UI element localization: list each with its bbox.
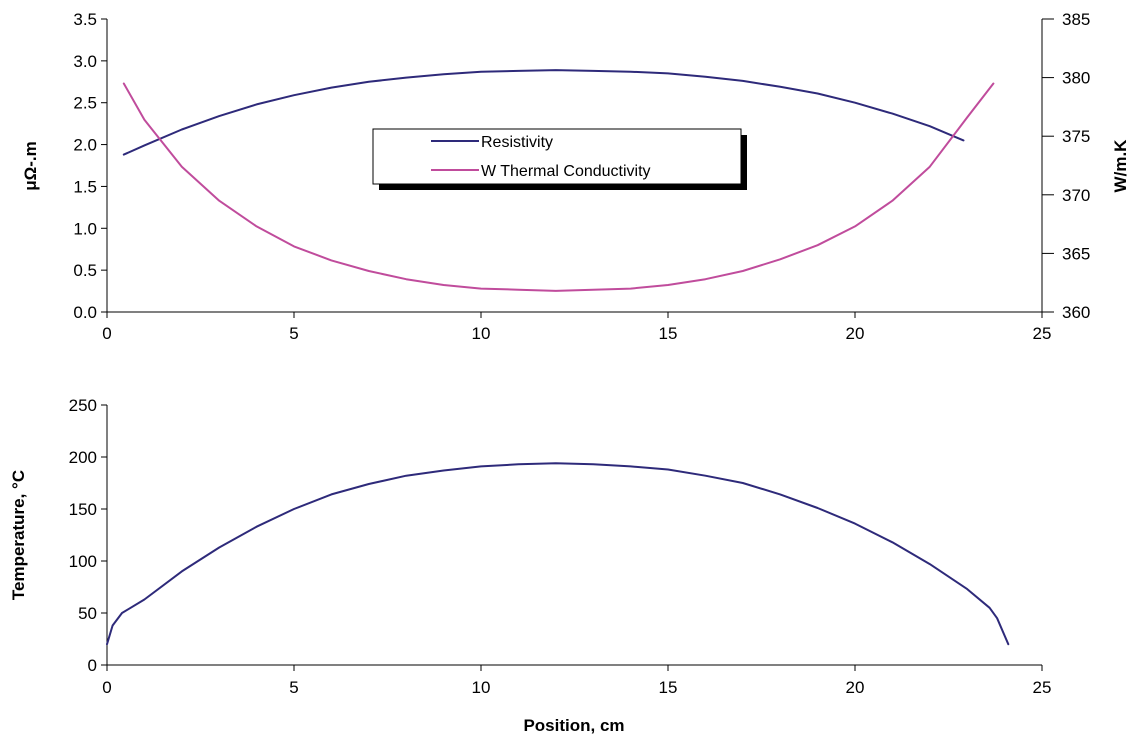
top-left-y-tick-label: 3.5 xyxy=(73,10,97,29)
bottom-y-tick-label: 200 xyxy=(69,448,97,467)
top-left-y-axis-title: μΩ-.m xyxy=(21,141,40,191)
thermal-conductivity-line xyxy=(122,82,995,292)
top-left-y-tick-label: 2.5 xyxy=(73,94,97,113)
top-x-ticks: 0 5 10 15 20 25 xyxy=(102,312,1051,343)
bottom-x-tick-label: 20 xyxy=(846,678,865,697)
legend-label-thermal-conductivity: W Thermal Conductivity xyxy=(481,163,651,180)
top-right-y-tick-label: 375 xyxy=(1062,127,1090,146)
bottom-x-tick-label: 15 xyxy=(659,678,678,697)
top-right-y-tick-label: 370 xyxy=(1062,186,1090,205)
top-left-y-tick-label: 1.5 xyxy=(73,177,97,196)
resistivity-line xyxy=(122,69,965,156)
top-chart: 0 5 10 15 20 25 0.00.51.01.52.02.53.03.5 3603… xyxy=(21,10,1130,343)
top-left-y-tick-label: 0.0 xyxy=(73,303,97,322)
top-left-y-tick-label: 1.0 xyxy=(73,219,97,238)
top-right-y-tick-label: 380 xyxy=(1062,69,1090,88)
bottom-y-ticks: 0 50 100 150 200 250 xyxy=(69,396,107,675)
bottom-y-tick-label: 50 xyxy=(78,604,97,623)
bottom-x-tick-label: 25 xyxy=(1033,678,1052,697)
legend-label-resistivity: Resistivity xyxy=(481,134,553,151)
bottom-x-tick-label: 10 xyxy=(472,678,491,697)
top-right-y-tick-label: 365 xyxy=(1062,244,1090,263)
legend-box xyxy=(372,128,742,185)
top-left-y-tick-label: 3.0 xyxy=(73,52,97,71)
top-right-y-ticks: 360 365 370 375 380 385 xyxy=(1042,10,1090,322)
top-x-tick-label: 25 xyxy=(1033,324,1052,343)
top-x-tick-label: 5 xyxy=(289,324,298,343)
top-series-group xyxy=(122,69,995,292)
bottom-y-tick-label: 0 xyxy=(88,656,97,675)
bottom-x-ticks: 0 5 10 15 20 25 xyxy=(102,665,1051,697)
bottom-x-tick-label: 0 xyxy=(102,678,111,697)
top-right-y-tick-label: 385 xyxy=(1062,10,1090,29)
temperature-line xyxy=(106,462,1010,646)
top-left-y-tick-label: 2.0 xyxy=(73,136,97,155)
bottom-y-tick-label: 150 xyxy=(69,500,97,519)
top-right-y-tick-label: 360 xyxy=(1062,303,1090,322)
top-left-y-tick-label: 0.5 xyxy=(73,261,97,280)
bottom-y-axis-title: Temperature, °C xyxy=(9,470,28,600)
legend: Resistivity W Thermal Conductivity xyxy=(372,128,747,190)
bottom-series-group xyxy=(106,462,1010,646)
bottom-y-tick-label: 250 xyxy=(69,396,97,415)
bottom-y-tick-label: 100 xyxy=(69,552,97,571)
top-left-y-ticks: 0.0 0.5 1.0 1.5 2.0 2.5 3.0 3.5 xyxy=(73,10,107,322)
top-x-tick-label: 15 xyxy=(659,324,678,343)
bottom-x-axis-title: Position, cm xyxy=(523,716,624,735)
top-right-y-axis-title: W/m.K xyxy=(1111,139,1130,193)
bottom-x-tick-label: 5 xyxy=(289,678,298,697)
top-x-tick-label: 20 xyxy=(846,324,865,343)
top-x-tick-label: 10 xyxy=(472,324,491,343)
top-x-tick-label: 0 xyxy=(102,324,111,343)
